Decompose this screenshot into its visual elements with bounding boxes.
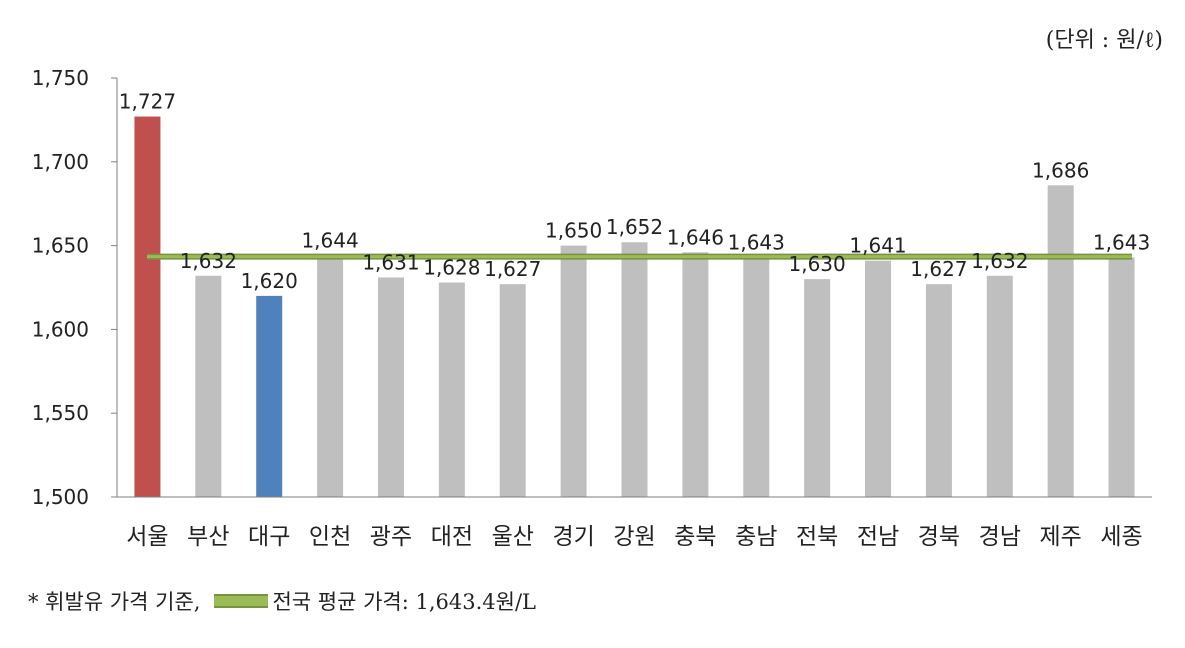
bar xyxy=(804,279,831,497)
bar xyxy=(743,257,770,497)
footnote: * 휘발유 가격 기준, 전국 평균 가격: 1,643.4원/L xyxy=(28,586,536,616)
x-tick-label: 충북 xyxy=(674,524,716,550)
footnote-prefix: * 휘발유 가격 기준, xyxy=(28,590,201,614)
x-tick-label: 광주 xyxy=(370,524,412,550)
x-tick-label: 강원 xyxy=(613,524,655,550)
y-axis: 1,500 1,550 1,600 1,650 1,700 1,750 xyxy=(32,66,118,509)
x-tick-label: 대구 xyxy=(248,524,290,550)
data-label: 1,632 xyxy=(971,249,1028,273)
data-label: 1,646 xyxy=(667,225,724,249)
bar xyxy=(1047,185,1074,497)
data-label: 1,652 xyxy=(606,215,663,239)
data-label: 1,643 xyxy=(728,230,785,254)
data-label: 1,641 xyxy=(849,234,906,258)
y-tick-label: 1,550 xyxy=(32,401,89,425)
bar xyxy=(317,255,344,497)
data-label: 1,650 xyxy=(545,219,602,243)
x-tick-label: 전북 xyxy=(796,524,838,550)
bar xyxy=(621,242,648,497)
bar xyxy=(499,284,526,497)
data-label: 1,644 xyxy=(301,229,358,253)
data-label: 1,630 xyxy=(789,252,846,276)
bar xyxy=(195,275,222,497)
x-tick-label: 인천 xyxy=(309,524,351,550)
bar xyxy=(1108,257,1135,497)
bar xyxy=(560,245,587,497)
x-tick-label: 부산 xyxy=(187,524,229,550)
x-tick-label: 전남 xyxy=(857,524,899,550)
data-label: 1,628 xyxy=(423,255,480,279)
average-line-legend-label: 전국 평균 가격: 1,643.4원/L xyxy=(272,590,536,614)
data-label: 1,632 xyxy=(180,249,237,273)
bar xyxy=(134,116,161,497)
y-tick-label: 1,700 xyxy=(32,150,89,174)
data-label: 1,620 xyxy=(241,269,298,293)
x-tick-label: 서울 xyxy=(126,524,168,550)
x-tick-label: 경기 xyxy=(552,524,594,550)
data-label: 1,686 xyxy=(1032,158,1089,182)
data-label: 1,727 xyxy=(119,90,176,114)
data-label: 1,627 xyxy=(484,257,541,281)
x-tick-label: 경남 xyxy=(979,524,1021,550)
x-tick-label: 대전 xyxy=(431,524,473,550)
bar xyxy=(256,295,283,497)
data-label: 1,643 xyxy=(1093,230,1150,254)
y-tick-label: 1,600 xyxy=(32,317,89,341)
bar-chart: 1,500 1,550 1,600 1,650 1,700 1,750 1,727 1,63… xyxy=(32,66,1152,550)
bar xyxy=(682,252,709,497)
bar xyxy=(438,282,465,497)
bar xyxy=(925,284,952,497)
bar xyxy=(986,275,1013,497)
bar xyxy=(377,277,404,497)
x-tick-label: 울산 xyxy=(492,524,534,550)
unit-note: (단위 : 원/ℓ) xyxy=(1045,28,1163,53)
x-tick-label: 경북 xyxy=(918,524,960,550)
x-tick-label: 충남 xyxy=(735,524,777,550)
average-line-legend-swatch xyxy=(214,594,269,608)
y-tick-label: 1,750 xyxy=(32,66,89,90)
data-label: 1,631 xyxy=(362,250,419,274)
x-axis: 서울 부산 대구 인천 광주 대전 울산 경기 강원 충북 충남 전북 전남 경북 경남 제주 세종 xyxy=(117,496,1152,550)
y-tick-label: 1,500 xyxy=(32,485,89,509)
x-tick-label: 제주 xyxy=(1040,524,1082,550)
bars-group xyxy=(134,116,1135,497)
data-label: 1,627 xyxy=(910,257,967,281)
bar xyxy=(865,260,892,497)
y-tick-label: 1,650 xyxy=(32,234,89,258)
x-tick-label: 세종 xyxy=(1100,524,1142,550)
